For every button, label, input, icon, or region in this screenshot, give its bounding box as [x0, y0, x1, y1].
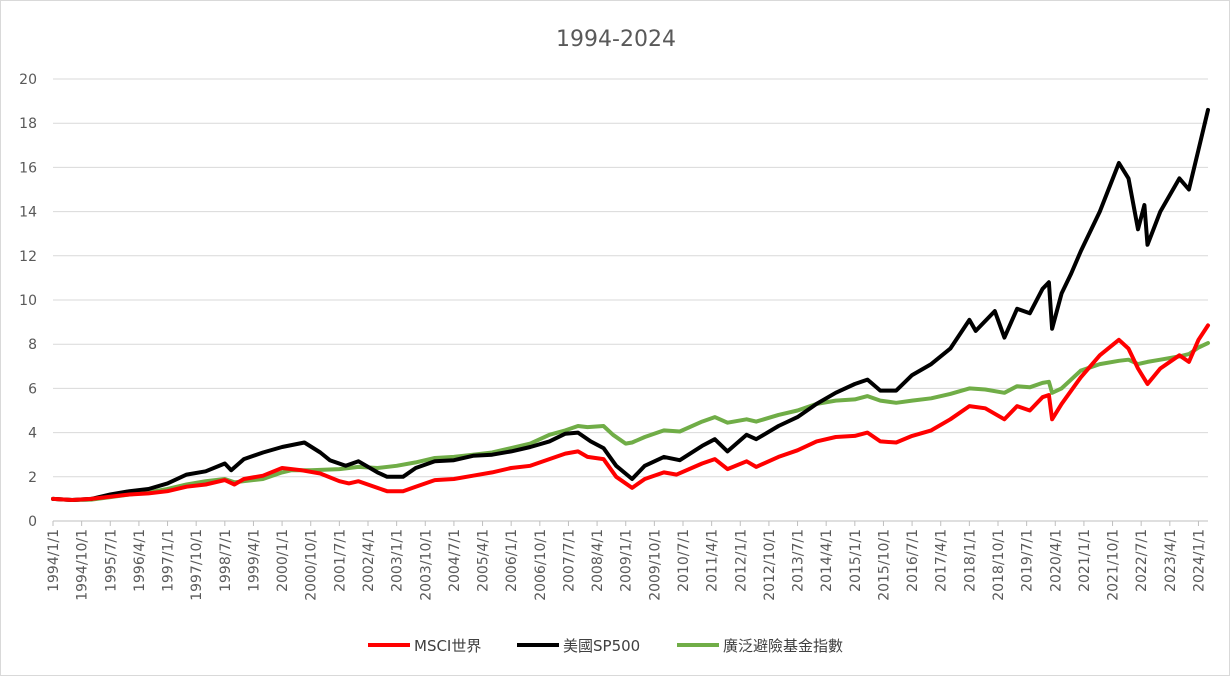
x-tick-label: 1998/7/1 [218, 529, 234, 592]
x-tick-label: 2015/10/1 [876, 529, 892, 601]
x-tick-label: 2014/4/1 [819, 529, 835, 592]
y-axis: 0 2 4 6 8 10 12 14 16 18 20 [19, 72, 37, 530]
x-tick-label: 2005/4/1 [476, 529, 492, 592]
x-tick-label: 2007/7/1 [561, 529, 577, 592]
y-tick-label: 8 [28, 337, 37, 353]
series-lines [51, 107, 1210, 502]
y-tick-label: 4 [28, 426, 37, 442]
x-tick-label: 2010/7/1 [676, 529, 692, 592]
x-tick-label: 2021/10/1 [1106, 529, 1122, 601]
x-tick-label: 2006/10/1 [533, 529, 549, 601]
x-tick-label: 2011/4/1 [705, 529, 721, 592]
y-tick-label: 0 [28, 514, 37, 530]
y-tick-label: 16 [19, 160, 37, 176]
x-tick-label: 2008/4/1 [590, 529, 606, 592]
y-tick-label: 2 [28, 470, 37, 486]
x-tick-label: 2020/4/1 [1048, 529, 1064, 592]
x-tick-label: 1994/10/1 [75, 529, 91, 601]
legend-label-1: MSCI世界 [414, 637, 481, 655]
x-tick-label: 2016/7/1 [905, 529, 921, 592]
y-tick-label: 10 [19, 293, 37, 309]
x-tick-label: 2018/1/1 [962, 529, 978, 592]
y-tick-label: 6 [28, 381, 37, 397]
legend-label-2: 美國SP500 [563, 637, 640, 655]
x-tick-label: 2003/1/1 [390, 529, 406, 592]
x-tick-label: 2015/1/1 [848, 529, 864, 592]
x-tick-label: 2017/4/1 [934, 529, 950, 592]
x-tick-label: 1997/10/1 [189, 529, 205, 601]
x-tick-label: 2006/1/1 [504, 529, 520, 592]
x-tick-label: 2012/10/1 [762, 529, 778, 601]
x-tick-label: 2019/7/1 [1020, 529, 1036, 592]
y-tick-label: 14 [19, 205, 37, 221]
x-tick-label: 2004/7/1 [447, 529, 463, 592]
x-tick-label: 2003/10/1 [418, 529, 434, 601]
x-axis: 1994/1/1 1994/10/1 1995/7/1 1996/4/1 1997/1/… [46, 521, 1207, 601]
x-tick-label: 2009/10/1 [647, 529, 663, 601]
y-tick-label: 18 [19, 116, 37, 132]
x-tick-label: 2021/1/1 [1077, 529, 1093, 592]
x-tick-label: 2002/4/1 [361, 529, 377, 592]
x-tick-label: 1999/4/1 [246, 529, 262, 592]
x-tick-label: 2018/10/1 [991, 529, 1007, 601]
legend-label-3: 廣泛避險基金指數 [723, 637, 843, 655]
x-tick-label: 2022/7/1 [1134, 529, 1150, 592]
y-tick-label: 20 [19, 72, 37, 88]
x-tick-label: 2024/1/1 [1191, 529, 1207, 592]
x-tick-label: 2009/1/1 [619, 529, 635, 592]
x-tick-label: 1996/4/1 [132, 529, 148, 592]
chart-title: 1994-2024 [556, 27, 676, 52]
x-tick-label: 2001/7/1 [332, 529, 348, 592]
series-line-2 [51, 107, 1210, 502]
x-tick-label: 1997/1/1 [161, 529, 177, 592]
legend: MSCI世界 美國SP500 廣泛避險基金指數 [368, 637, 843, 655]
x-tick-label: 1994/1/1 [46, 529, 62, 592]
x-tick-label: 2013/7/1 [791, 529, 807, 592]
x-tick-label: 1995/7/1 [103, 529, 119, 592]
series-line-3 [51, 341, 1210, 502]
x-tick-label: 2012/1/1 [733, 529, 749, 592]
x-tick-label: 2000/1/1 [275, 529, 291, 592]
series-line-1 [51, 323, 1210, 502]
x-tick-label: 2023/4/1 [1163, 529, 1179, 592]
x-tick-label: 2000/10/1 [304, 529, 320, 601]
y-tick-label: 12 [19, 249, 37, 265]
